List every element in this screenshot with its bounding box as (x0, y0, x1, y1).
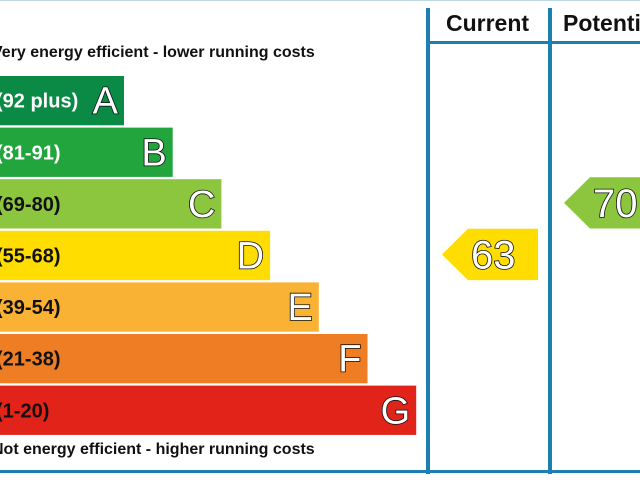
band-bar-f (0, 334, 368, 384)
band-letter-c: C (188, 184, 215, 226)
potential-column-header: Potential (563, 10, 640, 36)
band-bar-b (0, 127, 173, 177)
band-letter-f: F (338, 339, 361, 381)
bottom-rule (0, 470, 640, 473)
band-range-e: (39-54) (0, 297, 60, 319)
divider-middle (548, 8, 552, 474)
band-range-a: (92 plus) (0, 91, 78, 113)
band-range-g: (1-20) (0, 400, 49, 422)
band-range-b: (81-91) (0, 142, 60, 164)
current-rating-value: 63 (471, 233, 516, 277)
band-bar-d (0, 230, 271, 281)
band-bar-a (0, 76, 124, 126)
band-bar-c (0, 179, 222, 229)
band-letter-d: D (237, 235, 264, 277)
band-range-d: (55-68) (0, 245, 60, 267)
potential-rating-value: 70 (593, 182, 638, 226)
band-letter-a: A (93, 81, 119, 123)
current-rating-arrow (442, 228, 538, 281)
bottom-caption: Not energy efficient - higher running co… (0, 441, 315, 458)
band-bar-e (0, 282, 319, 332)
band-range-f: (21-38) (0, 349, 60, 371)
band-bar-g (0, 385, 417, 435)
potential-rating-arrow (564, 177, 640, 229)
header-rule (426, 41, 640, 44)
band-range-c: (69-80) (0, 194, 60, 216)
band-letter-e: E (287, 287, 312, 329)
band-letter-b: B (141, 132, 166, 174)
band-letter-g: G (381, 390, 411, 432)
top-border (0, 0, 640, 1)
top-caption: Very energy efficient - lower running co… (0, 44, 315, 61)
divider-left (426, 8, 430, 474)
current-column-header: Current (446, 10, 530, 36)
